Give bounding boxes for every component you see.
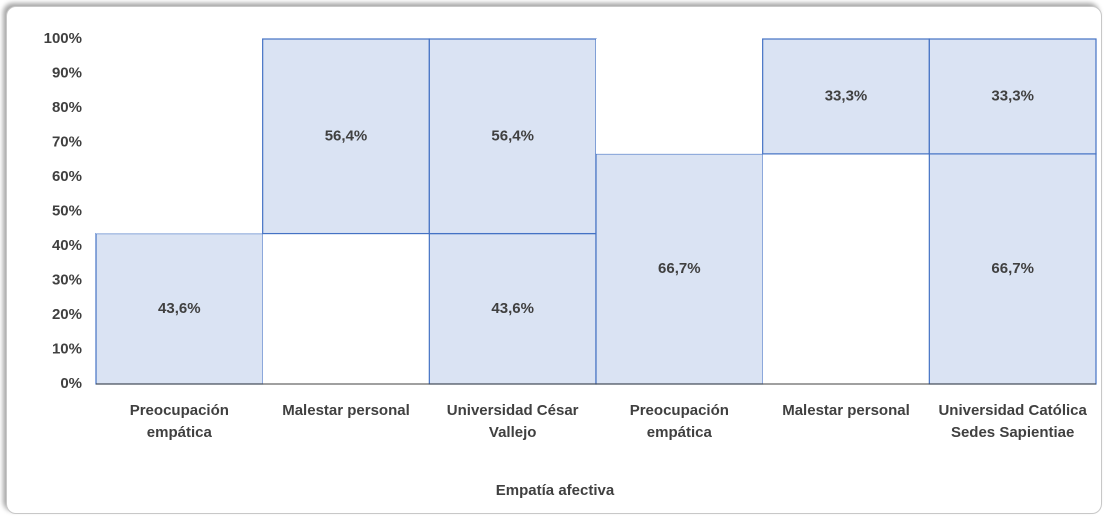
y-tick-label: 30% xyxy=(52,271,82,288)
y-tick-label: 40% xyxy=(52,237,82,254)
bar-segment xyxy=(596,39,763,154)
x-tick-label: Universidad Católica Sedes Sapientiae xyxy=(938,402,1087,441)
bar-segment xyxy=(262,38,430,235)
data-label: 33,3% xyxy=(825,87,868,104)
x-tick-label: Malestar personal xyxy=(282,402,410,419)
y-tick-label: 70% xyxy=(52,133,82,150)
bar-segment xyxy=(96,39,263,234)
x-axis-title: Empatía afectiva xyxy=(495,482,615,499)
data-label: 43,6% xyxy=(158,300,201,317)
y-tick-label: 100% xyxy=(44,30,82,47)
x-tick-label: Universidad César Vallejo xyxy=(446,402,579,441)
x-tick-label: Preocupación empática xyxy=(629,402,729,441)
y-tick-label: 60% xyxy=(52,168,82,185)
y-tick-label: 0% xyxy=(60,375,82,392)
y-tick-label: 10% xyxy=(52,340,82,357)
bar-segment xyxy=(428,38,597,235)
bar-segment xyxy=(928,38,1097,155)
data-label: 43,6% xyxy=(491,300,534,317)
bar-segment xyxy=(595,153,764,385)
x-tick-label: Malestar personal xyxy=(782,402,910,419)
data-label: 56,4% xyxy=(491,127,534,144)
x-tick-label: Preocupación empática xyxy=(129,402,229,441)
y-tick-label: 80% xyxy=(52,99,82,116)
y-tick-label: 50% xyxy=(52,202,82,219)
data-label: 66,7% xyxy=(991,260,1034,277)
data-label: 56,4% xyxy=(325,127,368,144)
y-tick-label: 90% xyxy=(52,64,82,81)
data-label: 33,3% xyxy=(991,87,1034,104)
bar-segment xyxy=(762,153,930,384)
y-tick-label: 20% xyxy=(52,306,82,323)
data-label: 66,7% xyxy=(658,260,701,277)
bar-segment xyxy=(262,233,430,384)
bar-segment xyxy=(95,232,264,385)
